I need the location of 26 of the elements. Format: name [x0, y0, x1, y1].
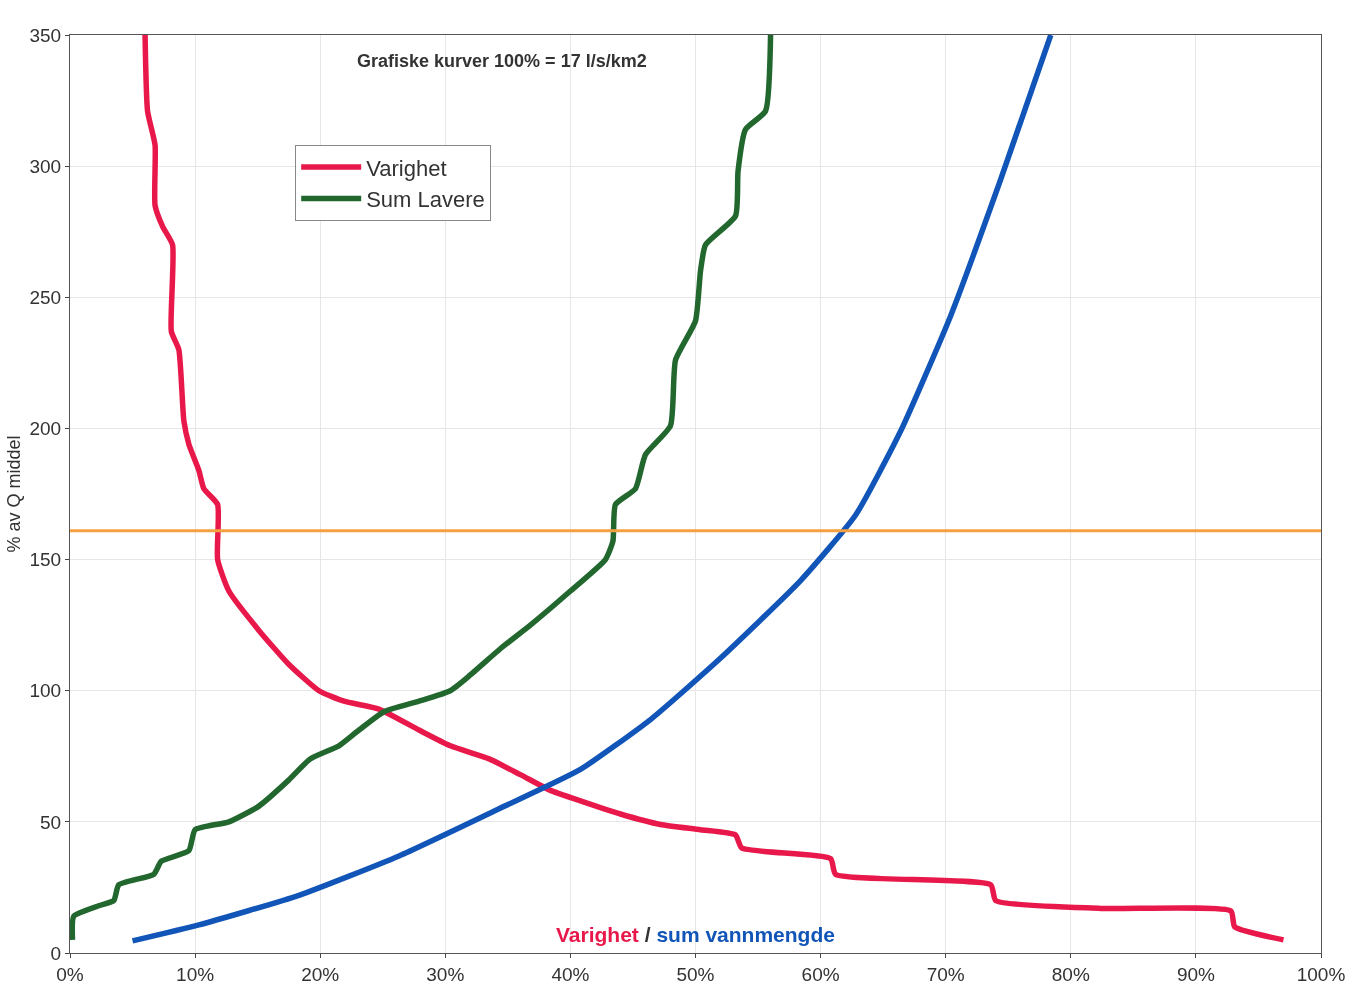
annotation: sum vannmengde: [656, 923, 835, 946]
x-tick-label: 90%: [1176, 963, 1216, 985]
text: Grafiske kurver 100% = 17 l/s/km2: [357, 51, 647, 71]
legend-label: Varighet: [366, 155, 447, 181]
annotation: Varighet: [556, 923, 639, 946]
y-tick-label: 350: [29, 24, 62, 46]
y-tick-label: 250: [29, 286, 62, 308]
x-tick-label: 30%: [426, 963, 465, 985]
y-tick-label: 150: [29, 549, 62, 571]
y-tick-label: 50: [40, 811, 62, 833]
x-tick-label: 20%: [301, 963, 340, 985]
x-tick-label: 10%: [176, 963, 215, 985]
x-tick-label: 70%: [926, 963, 965, 985]
y-tick-label: 0: [50, 942, 62, 964]
x-tick-label: 100%: [1296, 963, 1346, 985]
x-tick-label: 40%: [551, 963, 590, 985]
y-tick-label: 100: [29, 680, 62, 702]
y-tick-label: 300: [29, 155, 62, 177]
y-tick-label: 200: [29, 418, 62, 440]
x-tick-label: 0%: [56, 963, 84, 985]
x-tick-label: 50%: [676, 963, 715, 985]
x-tick-label: 60%: [801, 963, 840, 985]
x-tick-label: 80%: [1051, 963, 1090, 985]
legend-label: Sum Lavere: [366, 187, 485, 213]
y-axis-title: % av Q middel: [3, 435, 24, 553]
annotation: /: [644, 923, 651, 946]
